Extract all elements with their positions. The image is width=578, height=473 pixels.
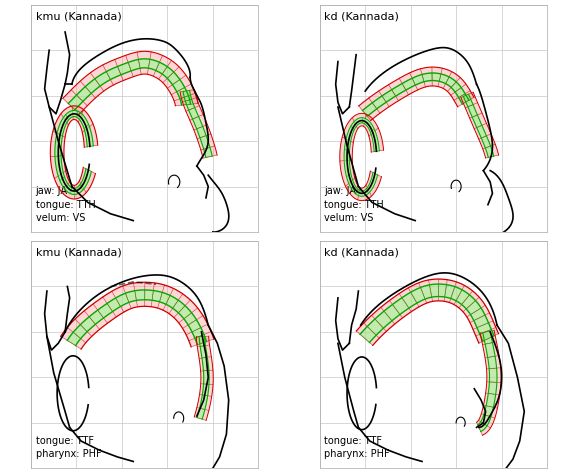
Polygon shape [476,330,501,435]
Text: jaw: JA
tongue: TTH
velum: VS: jaw: JA tongue: TTH velum: VS [324,186,384,223]
Text: jaw: JA
tongue: TTH
velum: VS: jaw: JA tongue: TTH velum: VS [35,186,95,223]
Polygon shape [359,67,474,121]
Polygon shape [360,284,494,342]
Text: kd (Kannada): kd (Kannada) [324,11,399,22]
Polygon shape [67,290,206,346]
Polygon shape [61,282,214,349]
Polygon shape [183,90,212,158]
Text: tongue: TTF
pharynx: PHF: tongue: TTF pharynx: PHF [324,436,390,459]
Polygon shape [340,114,384,201]
Polygon shape [180,89,217,158]
Text: kd (Kannada): kd (Kannada) [324,248,399,258]
Polygon shape [197,336,209,419]
Text: kmu (Kannada): kmu (Kannada) [35,11,121,22]
Polygon shape [50,106,98,199]
Polygon shape [356,279,499,345]
Polygon shape [55,110,93,194]
Text: tongue: TTF
pharynx: PHF: tongue: TTF pharynx: PHF [35,436,101,459]
Polygon shape [461,92,499,158]
Text: kmu (Kannada): kmu (Kannada) [35,248,121,258]
Polygon shape [194,336,213,420]
Polygon shape [362,73,469,116]
Polygon shape [477,331,497,431]
Polygon shape [63,51,198,114]
Polygon shape [464,94,494,158]
Polygon shape [68,59,191,110]
Polygon shape [344,118,379,196]
